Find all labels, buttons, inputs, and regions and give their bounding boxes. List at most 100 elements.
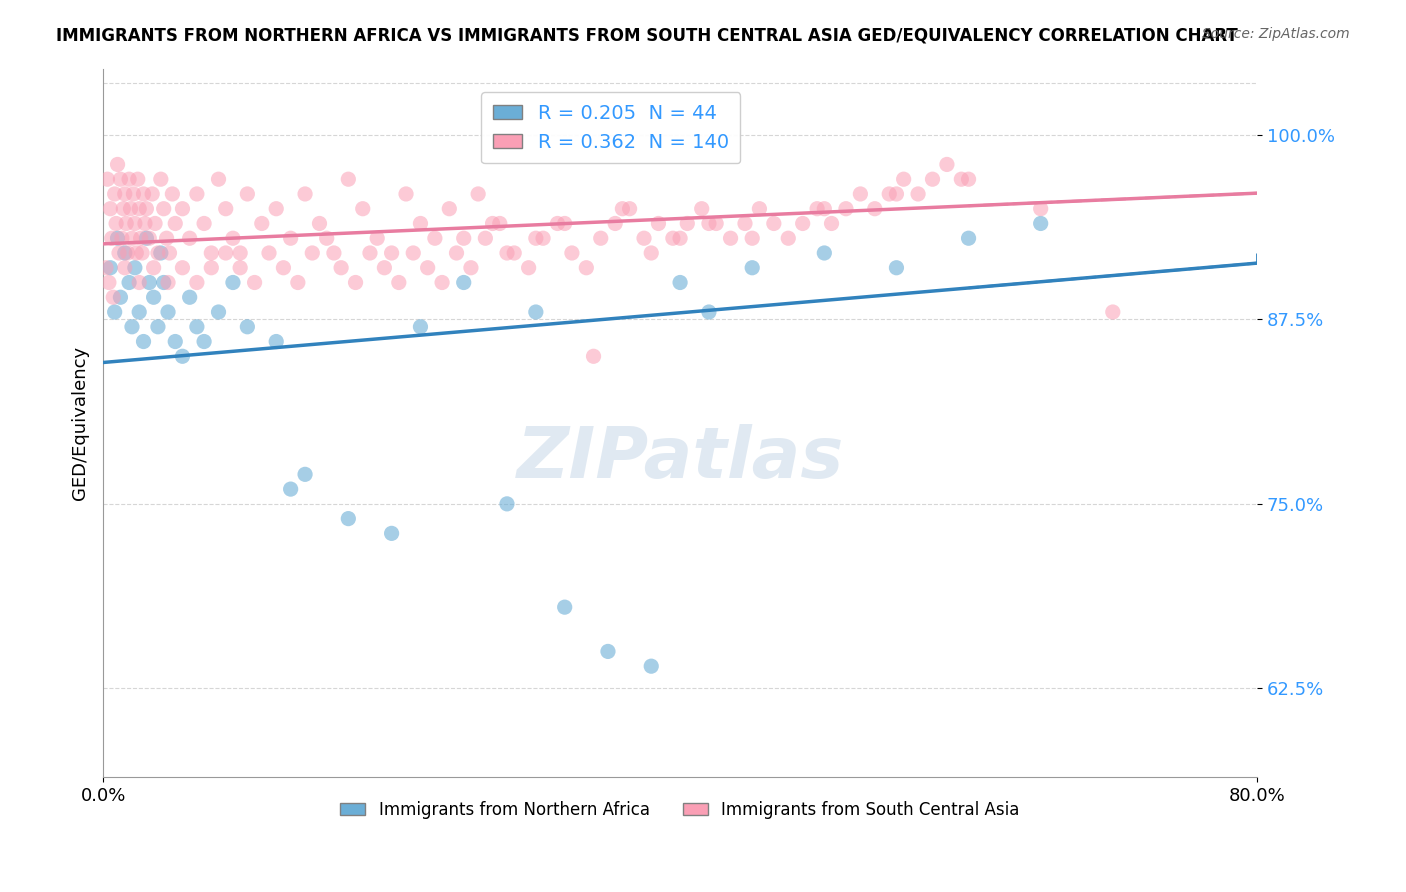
Point xyxy=(366,231,388,245)
Point xyxy=(129,231,152,245)
Point xyxy=(734,217,756,231)
Point xyxy=(107,157,129,171)
Point xyxy=(135,202,157,216)
Point xyxy=(111,231,134,245)
Point xyxy=(344,276,367,290)
Point xyxy=(186,276,208,290)
Point xyxy=(149,172,172,186)
Point xyxy=(950,172,973,186)
Point xyxy=(395,186,418,201)
Point xyxy=(373,260,395,275)
Point xyxy=(330,260,353,275)
Point xyxy=(589,231,612,245)
Point xyxy=(124,260,146,275)
Point xyxy=(605,217,627,231)
Point xyxy=(128,202,150,216)
Point xyxy=(193,217,215,231)
Point xyxy=(1029,217,1052,231)
Point xyxy=(114,246,136,260)
Point xyxy=(352,202,374,216)
Point xyxy=(117,246,139,260)
Point xyxy=(1029,202,1052,216)
Point xyxy=(264,202,287,216)
Point xyxy=(250,217,273,231)
Point xyxy=(186,186,208,201)
Point xyxy=(748,202,770,216)
Point xyxy=(690,202,713,216)
Point xyxy=(108,246,131,260)
Point xyxy=(280,482,302,496)
Point xyxy=(165,334,187,349)
Point xyxy=(134,217,156,231)
Text: IMMIGRANTS FROM NORTHERN AFRICA VS IMMIGRANTS FROM SOUTH CENTRAL ASIA GED/EQUIVA: IMMIGRANTS FROM NORTHERN AFRICA VS IMMIG… xyxy=(56,27,1239,45)
Point xyxy=(886,260,908,275)
Point xyxy=(423,231,446,245)
Point xyxy=(337,511,360,525)
Point xyxy=(104,305,127,319)
Text: Source: ZipAtlas.com: Source: ZipAtlas.com xyxy=(1202,27,1350,41)
Point xyxy=(96,172,118,186)
Point xyxy=(157,276,180,290)
Point xyxy=(1101,305,1123,319)
Point xyxy=(647,217,669,231)
Point xyxy=(243,276,266,290)
Point xyxy=(596,644,619,658)
Point xyxy=(778,231,800,245)
Point xyxy=(152,202,174,216)
Point xyxy=(236,319,259,334)
Point xyxy=(388,276,411,290)
Point xyxy=(287,276,309,290)
Point xyxy=(105,217,128,231)
Point xyxy=(135,231,157,245)
Point xyxy=(554,217,576,231)
Point xyxy=(159,246,181,260)
Point xyxy=(98,260,121,275)
Point xyxy=(907,186,929,201)
Point xyxy=(806,202,828,216)
Legend: Immigrants from Northern Africa, Immigrants from South Central Asia: Immigrants from Northern Africa, Immigra… xyxy=(333,794,1026,825)
Point xyxy=(162,186,184,201)
Point xyxy=(792,217,814,231)
Point xyxy=(149,246,172,260)
Point xyxy=(97,276,120,290)
Point xyxy=(280,231,302,245)
Point xyxy=(264,334,287,349)
Point xyxy=(409,217,432,231)
Point xyxy=(762,217,785,231)
Point xyxy=(215,202,238,216)
Point xyxy=(460,260,482,275)
Point xyxy=(152,276,174,290)
Point xyxy=(142,290,165,304)
Point xyxy=(104,186,127,201)
Point xyxy=(172,202,194,216)
Point xyxy=(524,231,547,245)
Point xyxy=(849,186,872,201)
Point xyxy=(381,246,404,260)
Point xyxy=(517,260,540,275)
Point xyxy=(561,246,583,260)
Point xyxy=(439,202,461,216)
Point xyxy=(813,202,835,216)
Point xyxy=(886,186,908,201)
Point xyxy=(662,231,685,245)
Point xyxy=(186,319,208,334)
Point xyxy=(200,246,222,260)
Point xyxy=(337,172,360,186)
Point xyxy=(863,202,886,216)
Point xyxy=(155,231,177,245)
Point xyxy=(467,186,489,201)
Point xyxy=(110,172,132,186)
Point xyxy=(172,260,194,275)
Point xyxy=(107,231,129,245)
Point xyxy=(132,186,155,201)
Point xyxy=(146,246,169,260)
Point xyxy=(207,172,229,186)
Point xyxy=(115,217,138,231)
Point xyxy=(697,217,720,231)
Point xyxy=(416,260,439,275)
Point xyxy=(101,231,124,245)
Point xyxy=(704,217,727,231)
Point xyxy=(118,172,141,186)
Point xyxy=(453,276,475,290)
Point xyxy=(430,276,453,290)
